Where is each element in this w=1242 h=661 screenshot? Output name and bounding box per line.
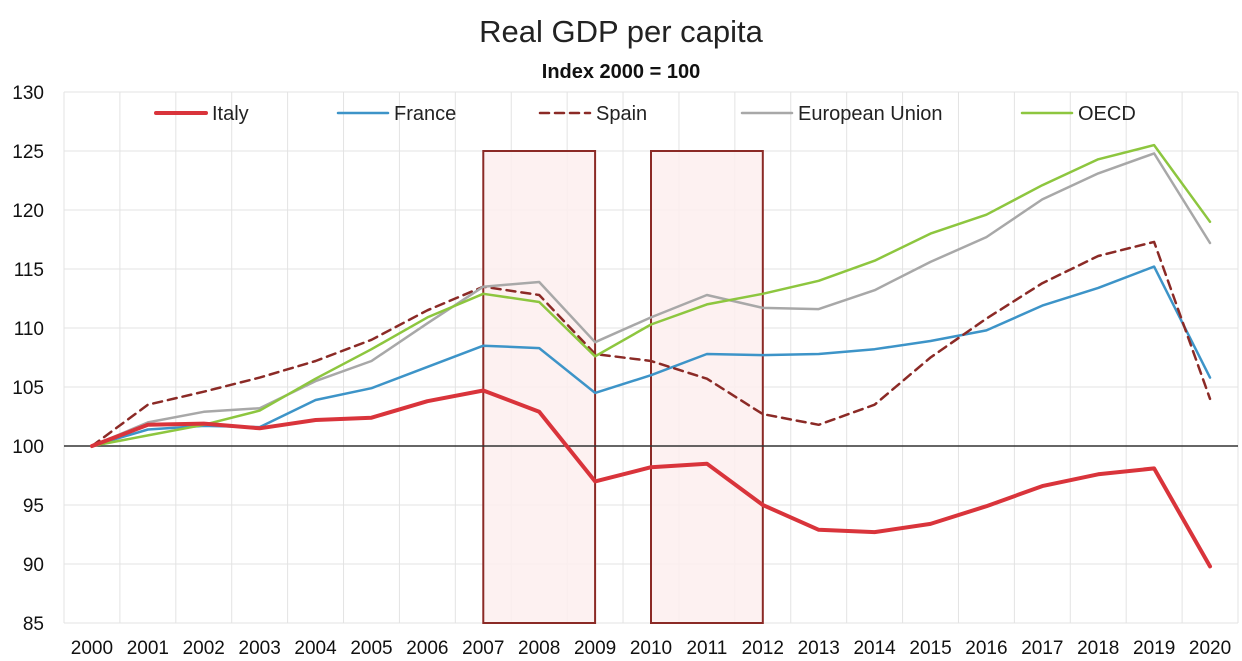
x-tick-label: 2004: [294, 638, 337, 659]
y-tick-label: 115: [14, 260, 44, 281]
y-tick-label: 125: [12, 142, 44, 163]
shaded-period: [482, 150, 597, 624]
shaded-periods: [482, 150, 764, 624]
series-lines: [90, 143, 1212, 569]
x-tick-label: 2020: [1189, 638, 1231, 659]
y-tick-label: 90: [23, 555, 44, 576]
x-tick-label: 2001: [127, 638, 169, 659]
series-line-oecd: [90, 143, 1212, 448]
series-line-italy: [90, 388, 1212, 569]
x-tick-label: 2003: [239, 638, 281, 659]
y-tick-label: 110: [14, 319, 44, 340]
y-tick-label: 85: [23, 614, 44, 635]
x-tick-label: 2010: [630, 638, 672, 659]
shaded-period: [650, 150, 764, 624]
x-tick-label: 2016: [965, 638, 1007, 659]
legend: Italy France Spain European Union OECD: [154, 103, 1136, 125]
x-tick-label: 2014: [853, 638, 896, 659]
legend-label: European Union: [798, 103, 943, 125]
x-tick-label: 2002: [183, 638, 225, 659]
x-tick-label: 2000: [71, 638, 113, 659]
x-tick-label: 2005: [350, 638, 392, 659]
x-axis-ticks: 2000 2001 2002 2003 2004 2005 2006 2007 2008 2009…: [71, 638, 1231, 659]
chart-subtitle: Index 2000 = 100: [542, 61, 700, 83]
x-tick-label: 2013: [798, 638, 840, 659]
y-tick-label: 95: [23, 496, 44, 517]
legend-label: France: [394, 103, 456, 125]
x-tick-label: 2006: [406, 638, 448, 659]
legend-label: OECD: [1078, 103, 1136, 125]
y-tick-label: 120: [12, 201, 44, 222]
y-tick-label: 105: [12, 378, 44, 399]
series-line-spain: [90, 240, 1212, 448]
x-tick-label: 2015: [909, 638, 951, 659]
x-tick-label: 2019: [1133, 638, 1175, 659]
x-tick-label: 2018: [1077, 638, 1119, 659]
y-tick-label: 130: [12, 83, 44, 104]
legend-label: Italy: [212, 103, 249, 125]
x-tick-label: 2008: [518, 638, 560, 659]
x-tick-label: 2009: [574, 638, 616, 659]
legend-label: Spain: [596, 103, 647, 125]
x-tick-label: 2011: [686, 638, 727, 659]
x-tick-label: 2007: [462, 638, 504, 659]
y-tick-label: 100: [12, 437, 44, 458]
x-tick-label: 2017: [1021, 638, 1063, 659]
chart-title: Real GDP per capita: [479, 14, 763, 49]
y-axis-ticks: 85 90 95 100 105 110 115 120 125 130: [12, 83, 44, 635]
series-line-france: [90, 265, 1212, 448]
x-tick-label: 2012: [742, 638, 784, 659]
